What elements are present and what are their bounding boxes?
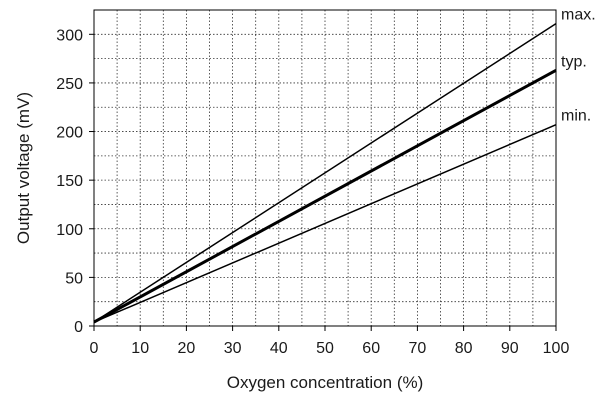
x-tick-label: 40 (270, 340, 288, 357)
x-tick-label: 100 (543, 340, 570, 357)
axis-tick-labels: 0 10 20 30 40 50 60 70 80 90 100 0 50 100 150 200 250 300 (56, 27, 569, 357)
y-tick-label: 300 (56, 27, 83, 44)
series-line-max (93, 22, 557, 323)
series-labels: max. typ. min. (561, 7, 596, 125)
series-label-min: min. (561, 108, 591, 125)
x-tick-label: 50 (316, 340, 334, 357)
axis-ticks (89, 33, 557, 331)
y-tick-label: 0 (74, 319, 83, 336)
y-axis-title: Output voltage (mV) (14, 92, 33, 244)
x-tick-label: 80 (455, 340, 473, 357)
grid-lines (94, 10, 556, 326)
x-tick-label: 60 (362, 340, 380, 357)
series-line-min (93, 124, 557, 323)
y-tick-label: 200 (56, 125, 83, 142)
series-label-typ: typ. (561, 53, 587, 70)
series-line-typ (93, 68, 557, 324)
x-axis-title: Oxygen concentration (%) (227, 373, 424, 392)
series-lines (93, 22, 557, 324)
y-tick-label: 150 (56, 173, 83, 190)
x-tick-label: 70 (409, 340, 427, 357)
x-tick-label: 10 (131, 340, 149, 357)
x-tick-label: 30 (224, 340, 242, 357)
y-tick-label: 250 (56, 76, 83, 93)
series-label-max: max. (561, 7, 596, 24)
x-tick-label: 0 (90, 340, 99, 357)
x-tick-label: 20 (178, 340, 196, 357)
y-tick-label: 50 (65, 270, 83, 287)
x-tick-label: 90 (501, 340, 519, 357)
y-tick-label: 100 (56, 222, 83, 239)
